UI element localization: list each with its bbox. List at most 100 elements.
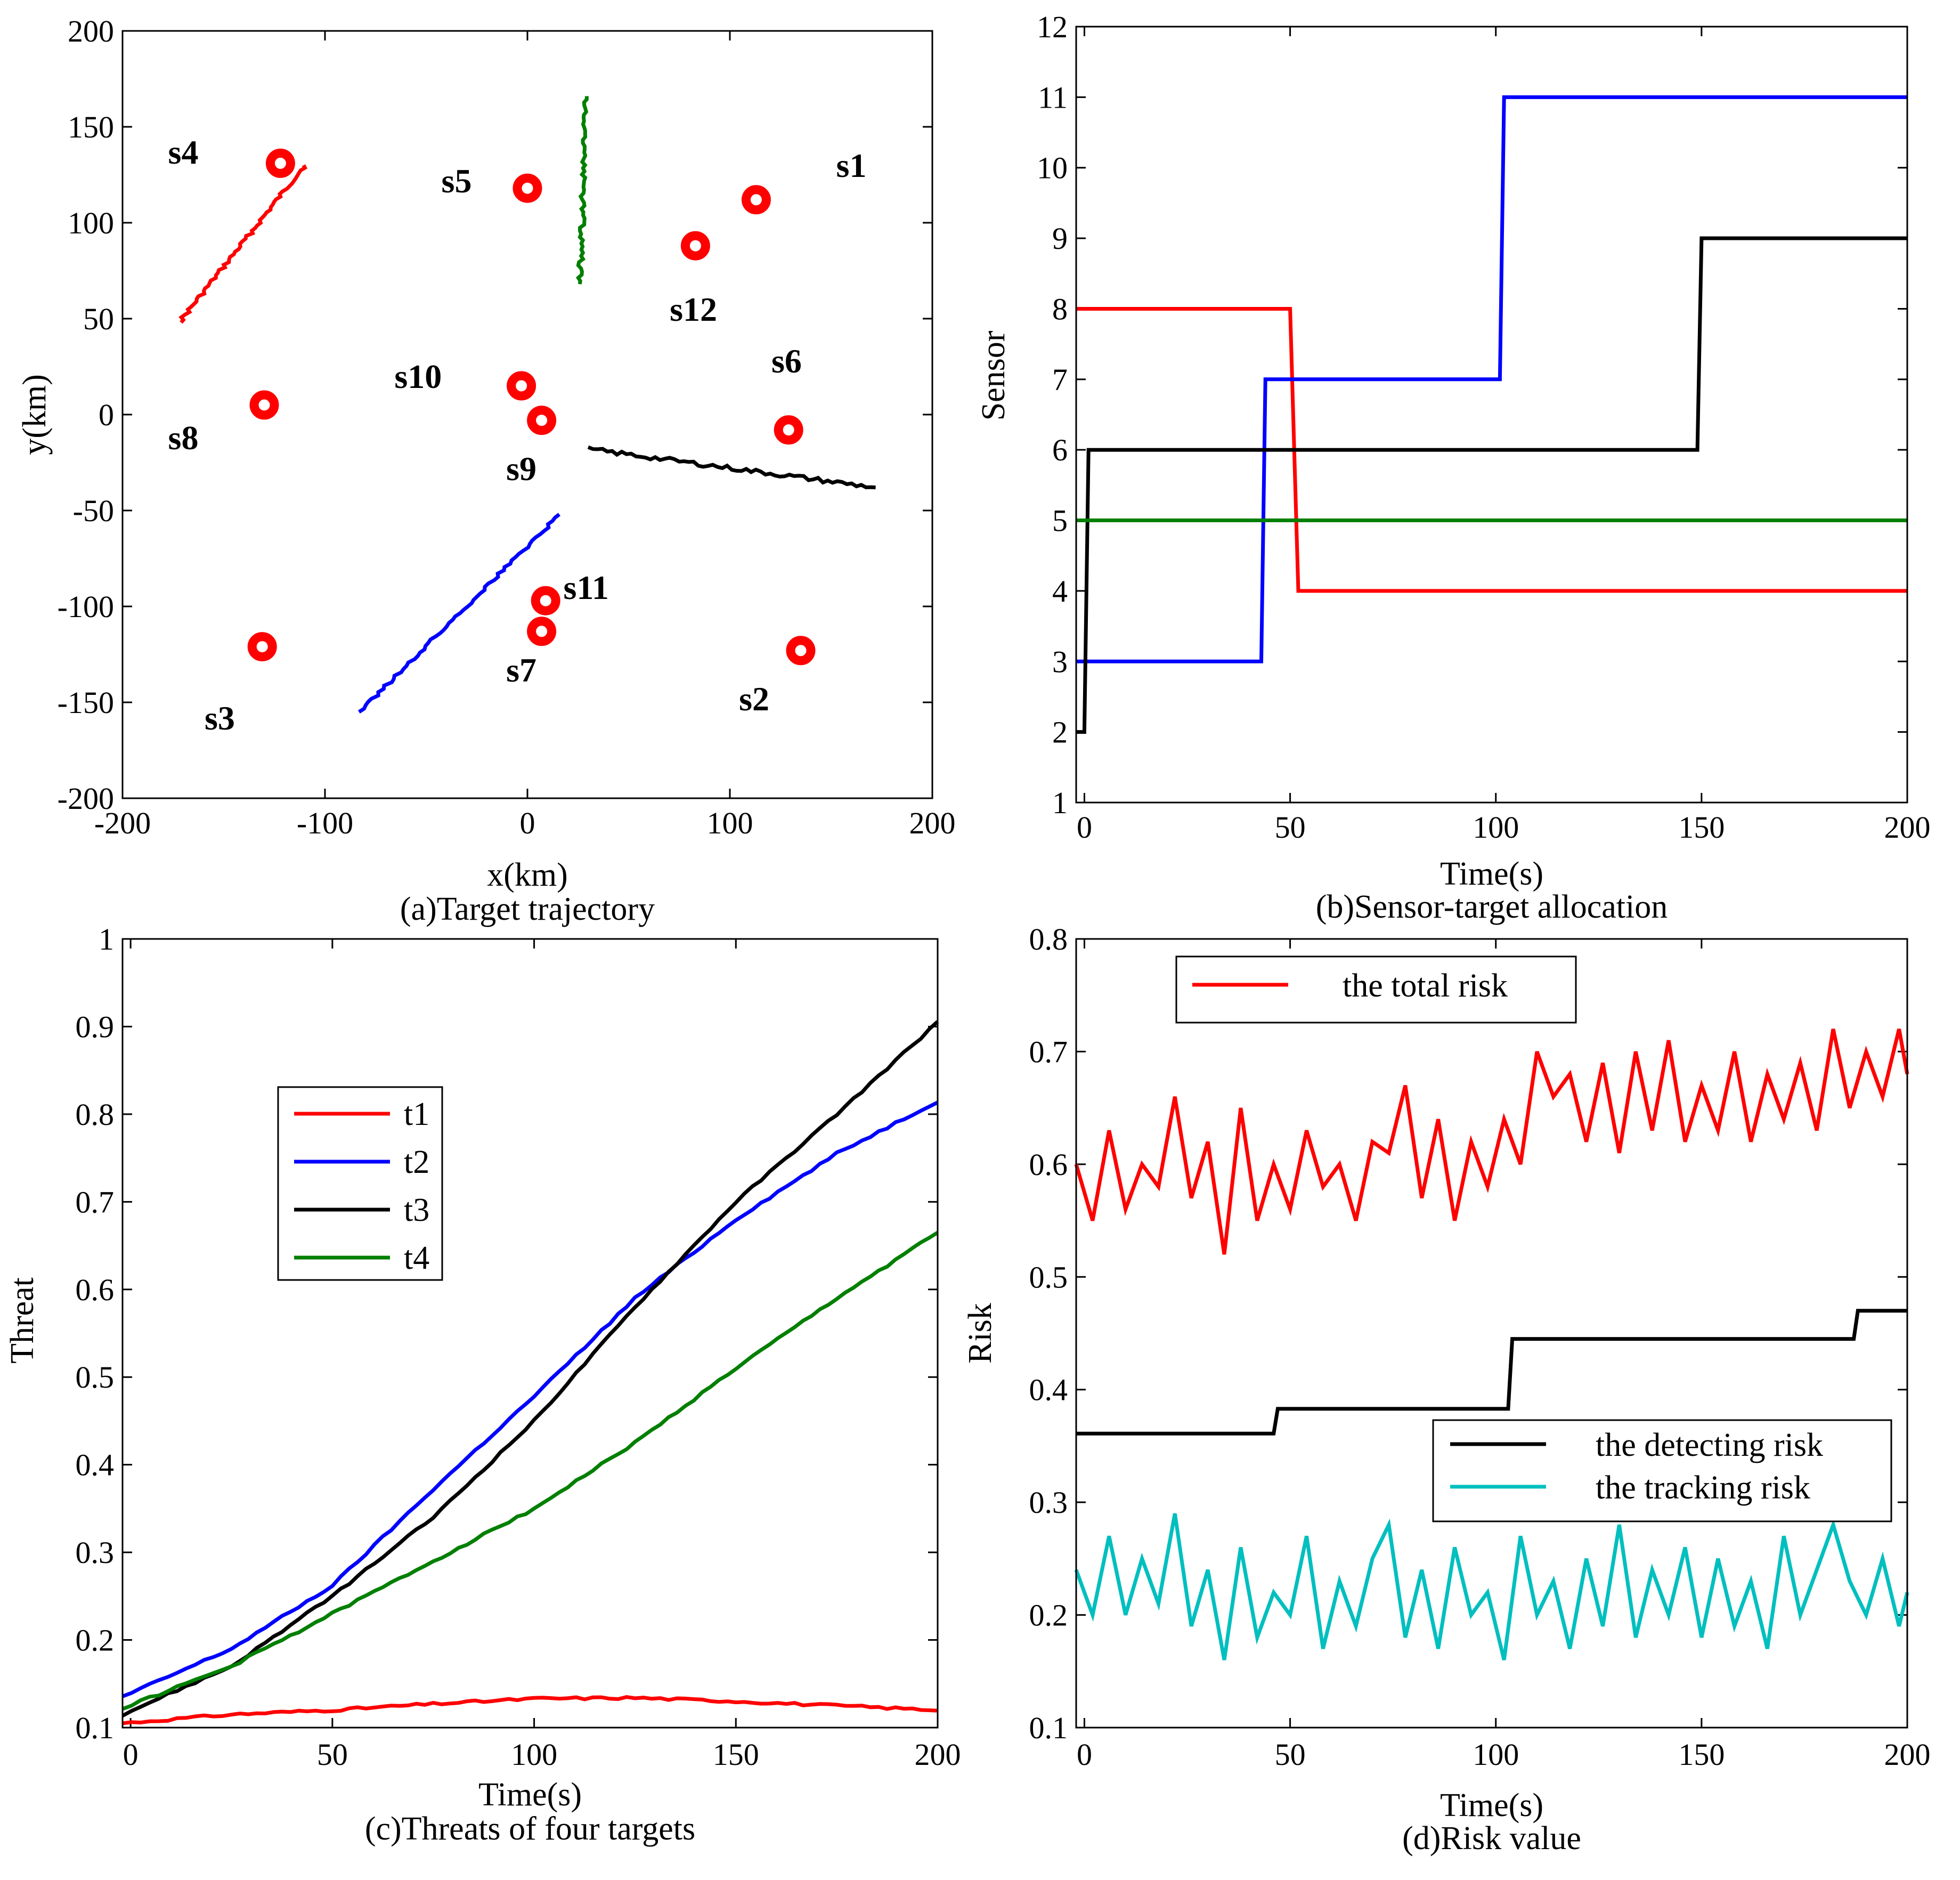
panel-c-xtick-label: 150	[713, 1737, 759, 1772]
legend-label-t3: t3	[404, 1192, 429, 1228]
panel-b-ytick-label: 6	[1052, 433, 1068, 467]
panel-b-ytick-label: 8	[1052, 291, 1068, 326]
risk-line-the-total-risk	[1074, 1028, 1909, 1255]
panel-d-xlabel: Time(s)	[1440, 1787, 1543, 1824]
trajectory-t1	[178, 164, 308, 324]
sensor-label-s9: s9	[506, 450, 536, 488]
panel-a-ytick-label: -100	[58, 589, 114, 624]
panel-d-legend-top-box	[1175, 955, 1577, 1024]
allocation-line-t3	[1076, 236, 1907, 734]
panel-c-threats: 0 50 100 150 200 0.1 0.2 0.3 0.4 0.5 0.6 0.7 0.8 0.9 1…	[4, 922, 961, 1847]
panel-b-frame	[1075, 26, 1908, 804]
sensor-marker-s4	[265, 148, 295, 178]
panel-a-ytick-label: -150	[58, 685, 114, 720]
trajectory-t4	[575, 96, 589, 285]
panel-c-ytick-label: 0.6	[76, 1273, 115, 1307]
panel-b-ylabel: Sensor	[975, 330, 1012, 420]
panel-c-xtick-label: 200	[915, 1737, 961, 1772]
panel-d-ytick-label: 0.2	[1029, 1598, 1068, 1633]
panel-a-xtick-label: 0	[520, 806, 535, 840]
panel-d-xtick-label: 200	[1884, 1737, 1931, 1772]
sensor-label-s7: s7	[506, 651, 536, 689]
panel-c-xtick-label: 0	[123, 1737, 139, 1772]
sensor-marker-s2	[786, 636, 816, 666]
panel-d-caption: (d)Risk value	[1402, 1820, 1581, 1857]
panel-b-ytick-label: 11	[1038, 80, 1068, 115]
panel-b-ytick-label: 10	[1037, 151, 1068, 185]
sensor-label-s8: s8	[168, 419, 199, 457]
panel-a-ytick-label: 0	[99, 398, 114, 432]
sensor-label-s4: s4	[168, 133, 199, 171]
panel-b-xtick-label: 50	[1275, 810, 1306, 845]
panel-c-legend-box	[277, 1086, 443, 1281]
panel-b-ytick-label: 7	[1052, 362, 1068, 397]
panel-a-xlabel: x(km)	[487, 857, 568, 893]
panel-c-xtick-label: 100	[511, 1737, 557, 1772]
panel-d-risk-value: 0 50 100 150 200 0.1 0.2 0.3 0.4 0.5 0.6 0.7 0.8 the…	[962, 922, 1931, 1857]
panel-d-xtick-label: 150	[1678, 1737, 1725, 1772]
panel-d-ytick-label: 0.7	[1029, 1034, 1068, 1069]
panel-b-ytick-label: 1	[1052, 785, 1068, 820]
sensor-label-s1: s1	[836, 147, 867, 184]
sensor-marker-s1	[741, 185, 771, 215]
panel-c-ytick-label: 0.7	[76, 1185, 115, 1219]
threat-line-t4	[121, 1231, 939, 1711]
sensor-marker-s6	[774, 415, 803, 445]
panel-d-xtick-label: 0	[1077, 1737, 1092, 1772]
panel-a-xtick-label: -100	[297, 806, 353, 840]
legend-label-detecting-risk: the detecting risk	[1596, 1427, 1823, 1463]
panel-d-frame	[1075, 938, 1908, 1729]
sensor-marker-s7	[527, 617, 557, 646]
sensor-label-s11: s11	[564, 569, 609, 606]
sensor-marker-s3	[247, 632, 277, 662]
panel-d-legend-bottom-box	[1432, 1419, 1892, 1522]
sensor-marker-s9	[527, 406, 557, 435]
panel-a-xtick-label: 100	[707, 806, 753, 840]
trajectory-t2	[357, 513, 560, 714]
panel-a-ytick-label: -50	[73, 493, 114, 528]
panel-b-ytick-label: 4	[1052, 574, 1068, 609]
panel-c-ytick-label: 1	[99, 922, 114, 957]
sensor-label-s5: s5	[442, 162, 472, 200]
panel-c-ytick-label: 0.3	[76, 1535, 115, 1570]
panel-b-xtick-label: 100	[1473, 810, 1519, 845]
panel-a-ylabel: y(km)	[17, 374, 53, 455]
panel-c-ytick-label: 0.9	[76, 1009, 115, 1044]
sensor-label-s10: s10	[394, 358, 442, 395]
panel-a-ytick-label: 100	[68, 206, 114, 240]
panel-d-ytick-label: 0.1	[1029, 1711, 1068, 1745]
panel-b-ytick-label: 12	[1037, 10, 1068, 44]
panel-b-ytick-label: 3	[1052, 644, 1068, 679]
sensor-marker-s8	[249, 390, 279, 420]
panel-c-ytick-label: 0.4	[76, 1448, 115, 1482]
legend-label-total-risk: the total risk	[1343, 968, 1508, 1004]
threat-line-t1	[122, 1695, 938, 1725]
panel-c-caption: (c)Threats of four targets	[365, 1811, 695, 1847]
panel-d-xtick-label: 100	[1473, 1737, 1519, 1772]
panel-b-xtick-label: 0	[1077, 810, 1092, 845]
panel-d-ytick-label: 0.4	[1029, 1373, 1068, 1407]
legend-label-t2: t2	[404, 1144, 429, 1180]
panel-a-ytick-label: -200	[58, 781, 114, 816]
panel-c-ytick-label: 0.1	[76, 1711, 115, 1745]
panel-b-xtick-label: 200	[1884, 810, 1931, 845]
panel-c-xtick-label: 50	[317, 1737, 348, 1772]
panel-b-ytick-label: 2	[1052, 715, 1068, 750]
panel-d-ytick-label: 0.8	[1029, 922, 1068, 957]
sensor-marker-s5	[513, 173, 542, 203]
panel-a-frame	[121, 30, 933, 799]
panel-c-ylabel: Threat	[4, 1277, 40, 1364]
risk-line-the-detecting-risk	[1076, 1309, 1907, 1436]
allocation-line-t2	[1076, 95, 1907, 663]
panel-a-xtick-label: 200	[909, 806, 956, 840]
panel-d-ytick-label: 0.3	[1029, 1485, 1068, 1520]
sensor-marker-s11	[531, 586, 560, 615]
legend-label-tracking-risk: the tracking risk	[1596, 1470, 1810, 1506]
sensor-label-s3: s3	[205, 699, 235, 737]
panel-d-xtick-label: 50	[1275, 1737, 1306, 1772]
panel-a-ytick-label: 200	[68, 14, 114, 48]
panel-c-xlabel: Time(s)	[478, 1777, 582, 1813]
threat-line-t2	[121, 1100, 939, 1698]
